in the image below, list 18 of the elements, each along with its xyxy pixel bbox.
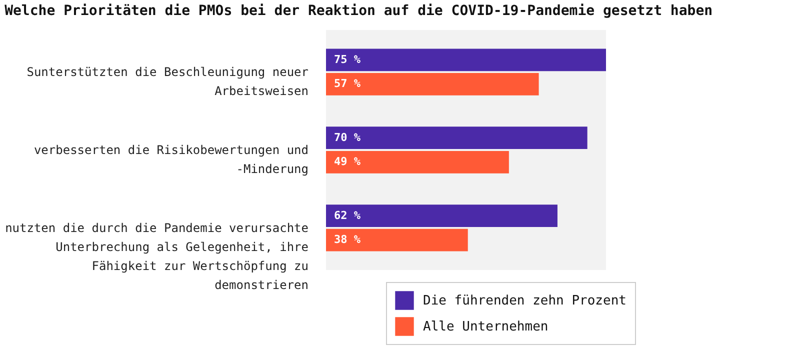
data-label: 75 %	[334, 52, 361, 66]
bar	[326, 126, 588, 150]
data-label: 70 %	[334, 130, 361, 144]
y-tick-label: Sunterstützten die Beschleunigung neuer Arbeitsweisen	[26, 65, 308, 98]
legend-label: Die führenden zehn Prozent	[423, 294, 626, 308]
bar	[326, 48, 606, 72]
data-label: 49 %	[334, 155, 361, 168]
data-label: 57 %	[334, 77, 361, 90]
chart-title: Welche Prioritäten die PMOs bei der Reaktion auf die COVID-19-Pandemie gesetzt haben	[4, 3, 713, 19]
bar	[326, 150, 509, 174]
data-label: 62 %	[334, 208, 361, 222]
bar	[326, 228, 468, 252]
y-tick-label: nutzten die durch die Pandemie verursachte Unterbrechung als Gelegenheit, ihre Fähigkeit zur Wertschöpfung zu demonstrieren	[5, 220, 308, 292]
bar	[326, 73, 539, 96]
y-tick-label: verbesserten die Risikobewertungen und -Minderung	[34, 143, 308, 176]
data-label: 38 %	[334, 233, 361, 246]
bar	[326, 204, 558, 227]
legend-label: Alle Unternehmen	[423, 320, 548, 334]
